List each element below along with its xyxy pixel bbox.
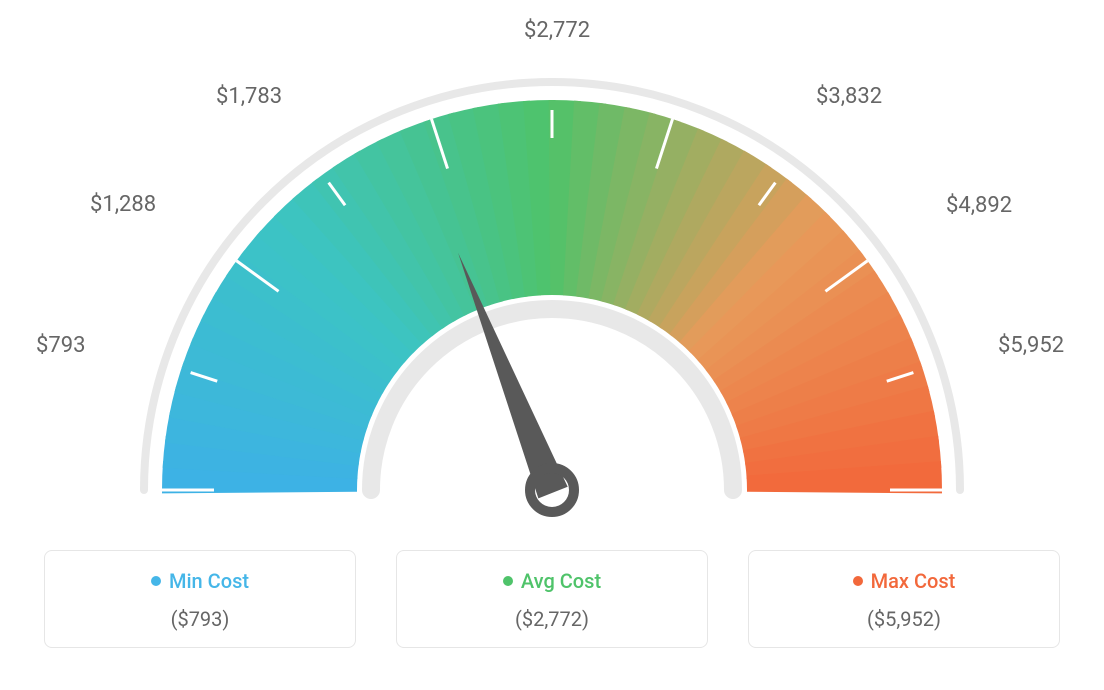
gauge-tick-label: $1,288 (90, 192, 156, 217)
legend-card-max: Max Cost ($5,952) (748, 550, 1060, 648)
gauge-tick-label: $1,783 (216, 84, 282, 109)
legend-label: Min Cost (169, 569, 249, 593)
gauge-container: $793 $1,288 $1,783 $2,772 $3,832 $4,892 $5,952 (0, 0, 1104, 540)
legend-value-min: ($793) (45, 607, 355, 631)
gauge-tick-label: $2,772 (524, 18, 590, 43)
legend-label: Max Cost (871, 569, 956, 593)
legend-value-max: ($5,952) (749, 607, 1059, 631)
legend-title-min: Min Cost (151, 569, 249, 593)
legend-card-avg: Avg Cost ($2,772) (396, 550, 708, 648)
legend-value-avg: ($2,772) (397, 607, 707, 631)
gauge-tick-label: $5,952 (998, 333, 1064, 358)
dot-icon (503, 576, 513, 586)
legend-label: Avg Cost (521, 569, 601, 593)
gauge-tick-label: $793 (36, 333, 85, 358)
gauge-tick-label: $4,892 (946, 193, 1012, 218)
dot-icon (853, 576, 863, 586)
legend-card-min: Min Cost ($793) (44, 550, 356, 648)
dot-icon (151, 576, 161, 586)
gauge-tick-label: $3,832 (816, 84, 882, 109)
legend-title-avg: Avg Cost (503, 569, 601, 593)
legend-row: Min Cost ($793) Avg Cost ($2,772) Max Co… (0, 550, 1104, 648)
legend-title-max: Max Cost (853, 569, 956, 593)
